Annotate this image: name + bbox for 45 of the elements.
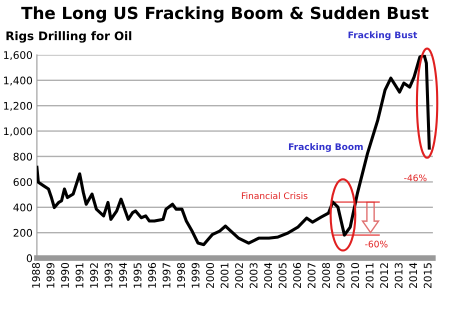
y-tick-label: 200 [14,228,32,237]
y-tick-label: 1,000 [4,127,32,136]
x-tick-label: 2013 [394,263,403,288]
y-tick-label: 800 [14,152,32,161]
x-tick-label: 2015 [424,263,432,288]
x-tick-label: 2005 [278,263,287,288]
y-tick-label: 1,600 [4,51,32,60]
x-tick-label: 2003 [250,263,258,288]
x-tick-label: 2006 [293,262,302,288]
x-tick-label: 1991 [76,263,84,288]
chart-subtitle: Rigs Drilling for Oil [6,31,132,43]
x-tick-label: 2012 [380,263,388,288]
x-tick-label: 2002 [235,263,243,288]
x-tick-label: 2009 [336,262,345,288]
x-tick-label: 1989 [46,262,54,288]
y-tick-label: 0 [26,254,32,262]
x-tick-label: 2014 [409,262,418,288]
x-tick-label: 2011 [366,263,374,288]
x-tick-label: 2008 [322,262,330,288]
x-tick-label: 2001 [220,263,228,288]
y-tick-label: 1,200 [4,102,32,111]
x-tick-label: 1999 [192,262,200,288]
x-tick-label: 1993 [104,263,112,288]
x-tick-label: 1997 [162,263,170,288]
y-tick-label: 400 [13,204,32,212]
x-tick-label: 1995 [134,263,142,288]
line-series [36,54,431,246]
y-tick-label: 600 [14,178,32,186]
x-tick-label: 1994 [119,262,127,288]
x-tick-label: 1996 [148,262,156,288]
chart-title: The Long US Fracking Boom & Sudden Bust [21,6,428,23]
x-tick-label: 2000 [206,262,214,288]
x-tick-label: 2010 [351,262,360,288]
annotation: -60% [365,240,388,248]
x-tick-label: 1990 [61,262,69,288]
annotation: -46% [404,174,427,182]
x-tick-label: 1992 [90,263,98,288]
annotation: Fracking Boom [288,143,363,152]
x-tick-label: 1998 [177,262,185,288]
y-tick-label: 1,400 [4,76,32,86]
x-tick-label: 2007 [308,263,316,288]
x-tick-label: 2004 [264,262,272,288]
x-tick-label: 1988 [32,262,40,288]
annotation: Fracking Bust [348,31,418,40]
annotation: Financial Crisis [242,192,308,200]
